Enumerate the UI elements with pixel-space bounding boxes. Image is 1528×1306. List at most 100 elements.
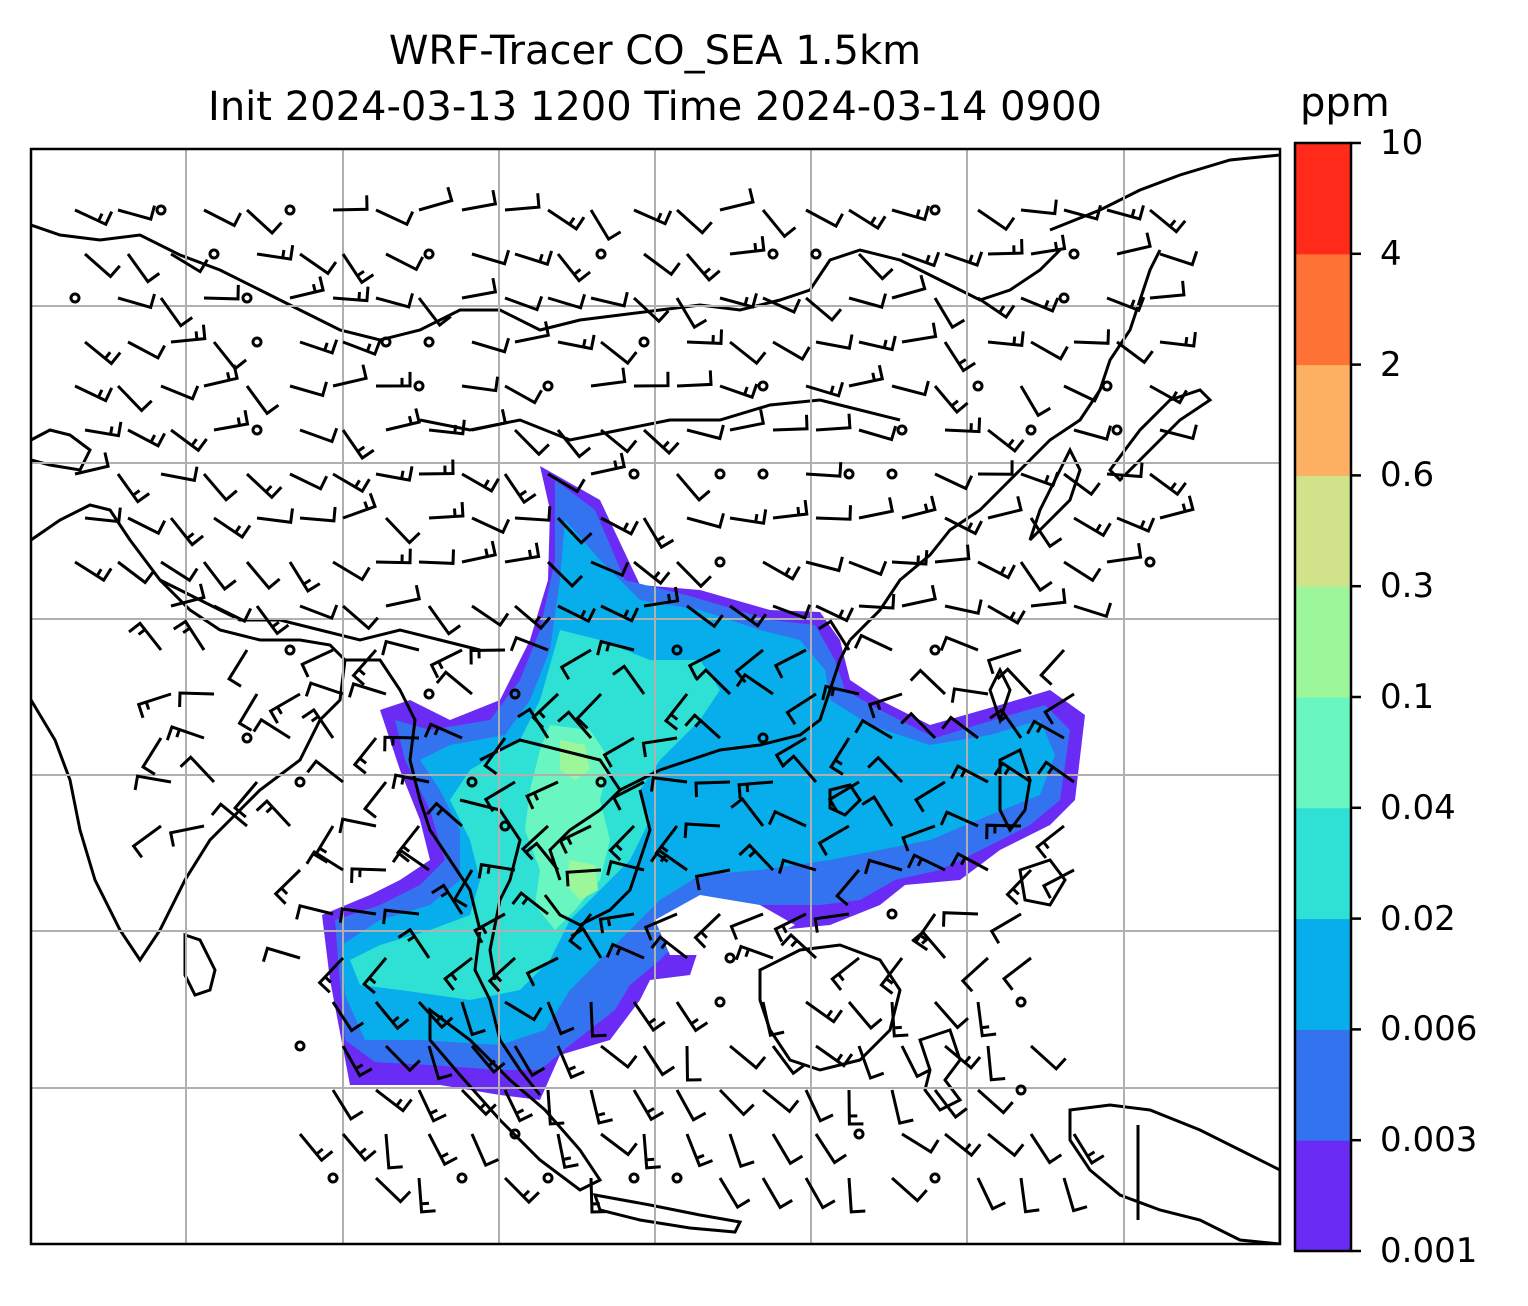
wind-barb <box>686 424 725 441</box>
wind-barb <box>901 1132 940 1154</box>
wind-barb <box>762 296 802 314</box>
wind-barb <box>1030 340 1069 361</box>
calm-wind-marker <box>767 248 779 260</box>
wind-barb <box>575 692 603 730</box>
wind-barb <box>1001 956 1032 991</box>
wind-barb <box>847 1177 866 1214</box>
wind-barb <box>944 417 982 434</box>
wind-barb <box>729 236 766 256</box>
wind-barb <box>469 648 506 665</box>
wind-barb <box>255 605 290 636</box>
wind-barb <box>589 1001 607 1038</box>
wind-barb <box>546 1089 565 1126</box>
wind-barb <box>245 208 283 236</box>
wind-barb <box>1036 760 1075 784</box>
wind-barb <box>815 1044 854 1068</box>
wind-barb <box>1063 560 1102 583</box>
wind-barb <box>384 1044 421 1073</box>
wind-barb <box>939 810 979 828</box>
wind-barb <box>762 560 801 581</box>
wind-barb <box>729 409 766 432</box>
wind-barb <box>900 711 937 740</box>
wind-barb <box>1063 204 1102 221</box>
wind-barb <box>74 384 114 403</box>
calm-wind-marker <box>499 820 511 832</box>
wind-barb <box>632 1089 665 1122</box>
coast-luzon <box>998 747 1032 833</box>
wind-barb <box>694 868 731 891</box>
wind-barb <box>847 1001 883 1031</box>
wind-barb <box>941 715 979 740</box>
wind-barb <box>1073 602 1113 619</box>
wind-barb <box>170 583 206 608</box>
wind-barb <box>332 560 371 582</box>
colorbar-segment-0.02 <box>1295 807 1351 920</box>
wind-barb <box>460 1088 497 1117</box>
wind-barb <box>815 334 854 350</box>
colorbar-tick-label: 0.3 <box>1380 566 1435 607</box>
wind-barb <box>1020 199 1058 216</box>
wind-barb <box>140 737 163 776</box>
wind-barb <box>827 780 860 813</box>
coast-new-guinea <box>1068 1103 1280 1244</box>
wind-barb <box>210 802 248 828</box>
wind-barb <box>950 851 989 872</box>
wind-barb <box>848 560 888 577</box>
calm-wind-marker <box>423 248 435 260</box>
wind-barb <box>686 604 724 629</box>
wind-barb <box>383 735 420 752</box>
calm-wind-marker <box>757 732 769 744</box>
wind-barb <box>606 859 645 876</box>
wind-barb <box>772 340 811 362</box>
wind-barb <box>305 849 344 872</box>
wind-barbs <box>69 186 1199 1214</box>
wind-barb <box>461 540 497 564</box>
calm-wind-marker <box>714 996 726 1008</box>
wind-barb <box>828 737 851 776</box>
calm-wind-marker <box>423 688 435 700</box>
wind-barb <box>848 208 887 231</box>
wind-barb <box>202 473 238 502</box>
wind-barb <box>650 776 688 792</box>
wind-barb <box>418 459 455 476</box>
coast-japan <box>1108 388 1213 483</box>
wind-barb <box>273 868 302 905</box>
calm-wind-marker <box>155 204 167 216</box>
wind-barb <box>738 843 775 872</box>
wind-barb <box>857 1045 885 1080</box>
wind-barb <box>933 1001 969 1030</box>
wind-barb <box>804 1089 834 1123</box>
wind-barb <box>442 956 473 991</box>
calm-wind-marker <box>843 468 855 480</box>
wind-barb <box>471 337 511 354</box>
wind-barb <box>944 1132 982 1158</box>
wind-barb <box>987 331 1025 348</box>
wind-barb <box>1063 384 1103 403</box>
calm-wind-marker <box>509 1128 521 1140</box>
colorbar-segment-0.04 <box>1295 697 1351 809</box>
wind-barb <box>317 956 345 994</box>
calm-wind-marker <box>208 248 220 260</box>
calm-wind-marker <box>284 204 296 216</box>
calm-wind-marker <box>327 1172 339 1184</box>
wind-barb <box>911 930 947 959</box>
coast-taiwan <box>988 666 1012 725</box>
calm-wind-marker <box>671 1172 683 1184</box>
wind-barb <box>730 796 765 827</box>
wind-barb <box>589 1089 613 1125</box>
wind-barb <box>1116 232 1152 256</box>
wind-barb <box>417 297 452 328</box>
wind-barb <box>487 956 517 993</box>
calm-wind-marker <box>929 644 941 656</box>
wind-barb <box>546 560 584 589</box>
wind-barb <box>331 1089 364 1121</box>
colorbar-segment-0.3 <box>1295 475 1351 587</box>
wind-barb <box>761 1177 793 1210</box>
calm-wind-marker <box>466 776 478 788</box>
wind-barb <box>867 755 904 784</box>
wind-barb <box>418 186 454 212</box>
wind-barb <box>1106 205 1145 221</box>
coastlines <box>31 153 1280 1244</box>
wind-barb <box>848 293 887 309</box>
wind-barb <box>590 560 630 578</box>
